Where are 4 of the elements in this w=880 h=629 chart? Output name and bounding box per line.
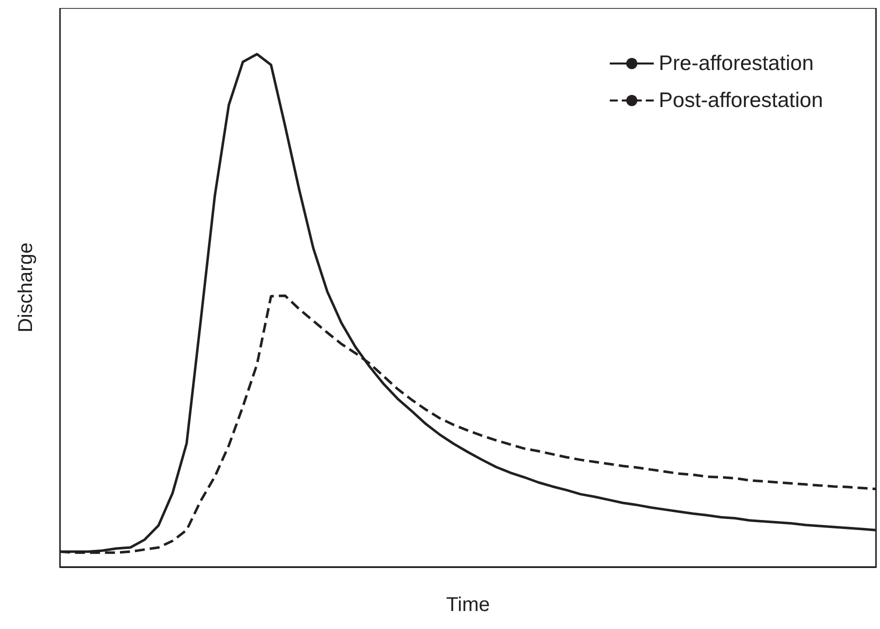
legend-label: Post-afforestation bbox=[658, 89, 824, 112]
y-axis-title: Discharge bbox=[15, 242, 37, 333]
x-axis-title: Time bbox=[446, 594, 490, 616]
legend-label: Pre-afforestation bbox=[658, 52, 814, 75]
